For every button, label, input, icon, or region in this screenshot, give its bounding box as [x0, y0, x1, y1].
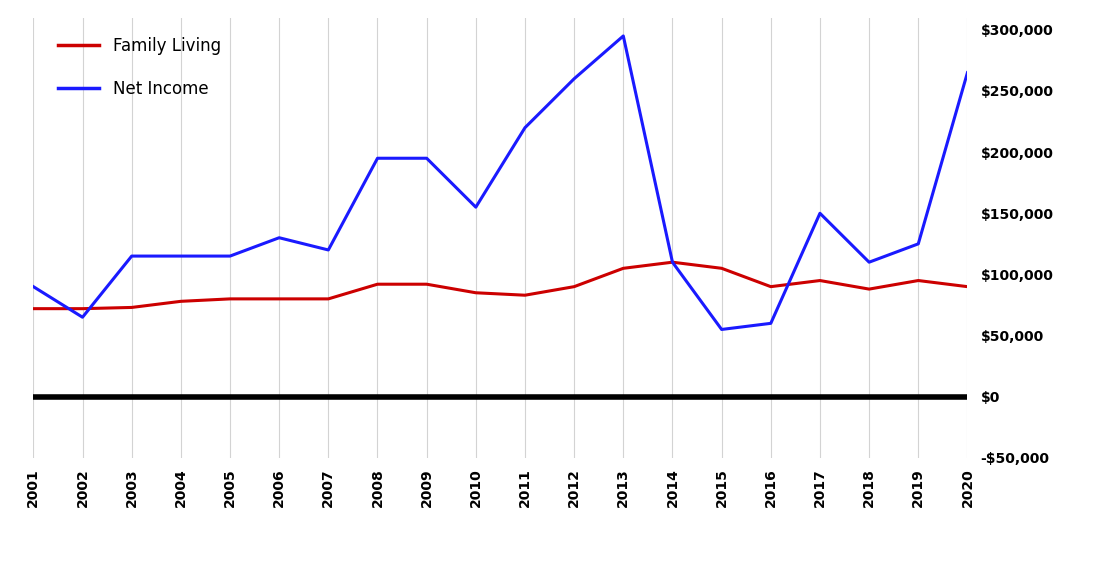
Legend: Family Living, Net Income: Family Living, Net Income: [51, 31, 228, 104]
